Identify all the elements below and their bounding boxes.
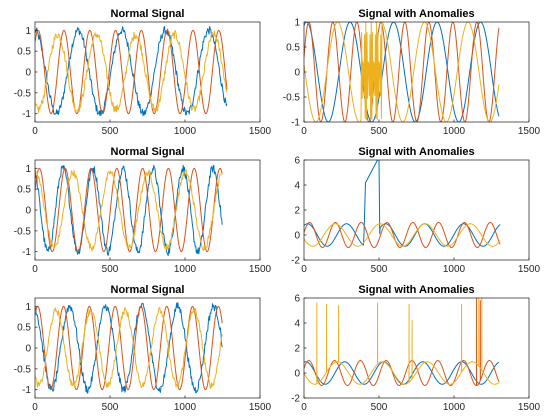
subplot-3-title: Normal Signal bbox=[111, 146, 185, 158]
y-tick-label: 0 bbox=[25, 206, 31, 217]
y-tick-label: 1 bbox=[25, 164, 31, 175]
y-tick-label: -2 bbox=[291, 394, 300, 405]
subplot-2: Signal with Anomalies 0 500 1000 1500 -1 -0.5… bbox=[283, 8, 541, 137]
series-1-line bbox=[35, 26, 228, 117]
x-tick-label: 500 bbox=[102, 402, 119, 413]
subplot-3: Normal Signal 0 500 1000 1500 -1 -0.5 0 0.5 1 bbox=[14, 146, 272, 275]
y-tick-label: 0 bbox=[25, 344, 31, 355]
series-group bbox=[35, 302, 223, 394]
series-3-line bbox=[304, 22, 500, 122]
subplot-1-plot-area: 0 500 1000 1500 -1 -0.5 0 0.5 1 bbox=[14, 21, 272, 137]
series-1-line bbox=[304, 160, 501, 247]
x-tick-label: 0 bbox=[301, 264, 307, 275]
subplot-5-plot-area: 0 500 1000 1500 -1 -0.5 0 0.5 1 bbox=[14, 297, 272, 413]
series-3-line bbox=[304, 223, 501, 247]
x-tick-label: 0 bbox=[32, 402, 38, 413]
y-tick-label: 0 bbox=[294, 68, 300, 79]
x-tick-label: 1500 bbox=[518, 264, 541, 275]
y-tick-label: -1 bbox=[22, 385, 31, 396]
series-group bbox=[304, 22, 500, 122]
subplot-2-title: Signal with Anomalies bbox=[358, 8, 474, 20]
series-1-line bbox=[35, 164, 223, 256]
x-tick-label: 500 bbox=[371, 402, 388, 413]
series-3-line bbox=[35, 30, 228, 113]
y-tick-label: -0.5 bbox=[283, 93, 301, 104]
subplot-5-title: Normal Signal bbox=[111, 284, 185, 296]
y-tick-label: 0 bbox=[25, 68, 31, 79]
x-tick-label: 500 bbox=[371, 264, 388, 275]
series-group bbox=[35, 26, 228, 117]
y-tick-label: 0 bbox=[294, 369, 300, 380]
y-tick-label: 2 bbox=[294, 206, 300, 217]
series-group bbox=[304, 298, 500, 386]
y-tick-label: 1 bbox=[25, 302, 31, 313]
x-tick-label: 1000 bbox=[443, 264, 466, 275]
series-2-line bbox=[35, 29, 228, 115]
series-group bbox=[35, 164, 223, 256]
series-3-line bbox=[35, 307, 223, 389]
y-tick-label: 0 bbox=[294, 231, 300, 242]
series-2-line bbox=[304, 222, 501, 248]
series-2-line bbox=[304, 22, 500, 122]
y-tick-label: -0.5 bbox=[14, 88, 32, 99]
x-tick-label: 1500 bbox=[249, 264, 272, 275]
x-tick-label: 1000 bbox=[174, 126, 197, 137]
series-group bbox=[304, 160, 501, 248]
series-3-line bbox=[35, 169, 223, 252]
y-tick-label: -1 bbox=[291, 118, 300, 129]
x-tick-label: 1000 bbox=[174, 402, 197, 413]
y-tick-label: 6 bbox=[294, 294, 300, 305]
x-tick-label: 0 bbox=[32, 126, 38, 137]
subplot-4-title: Signal with Anomalies bbox=[358, 146, 474, 158]
y-tick-label: 4 bbox=[294, 319, 300, 330]
y-tick-label: -0.5 bbox=[14, 364, 32, 375]
x-tick-label: 0 bbox=[301, 402, 307, 413]
x-tick-label: 1500 bbox=[518, 126, 541, 137]
subplot-1-title: Normal Signal bbox=[111, 8, 185, 20]
series-1-line bbox=[304, 22, 500, 122]
subplot-6-title: Signal with Anomalies bbox=[358, 284, 474, 296]
series-3-line bbox=[304, 298, 500, 385]
y-tick-label: 2 bbox=[294, 344, 300, 355]
x-tick-label: 1500 bbox=[249, 402, 272, 413]
x-tick-label: 1500 bbox=[518, 402, 541, 413]
x-tick-label: 1000 bbox=[443, 402, 466, 413]
x-tick-label: 1000 bbox=[174, 264, 197, 275]
x-tick-label: 0 bbox=[32, 264, 38, 275]
y-tick-label: 0.5 bbox=[17, 323, 31, 334]
subplot-2-plot-area: 0 500 1000 1500 -1 -0.5 0 0.5 1 bbox=[283, 18, 541, 138]
y-tick-label: -1 bbox=[22, 109, 31, 120]
x-tick-label: 500 bbox=[371, 126, 388, 137]
x-tick-label: 500 bbox=[102, 264, 119, 275]
y-tick-label: 6 bbox=[294, 156, 300, 167]
y-tick-label: 0.5 bbox=[17, 47, 31, 58]
subplot-5: Normal Signal 0 500 1000 1500 -1 -0.5 0 0.5 1 bbox=[14, 284, 272, 413]
axes-box bbox=[303, 297, 530, 399]
subplot-3-plot-area: 0 500 1000 1500 -1 -0.5 0 0.5 1 bbox=[14, 159, 272, 275]
y-tick-label: 0.5 bbox=[286, 43, 300, 54]
x-tick-label: 500 bbox=[102, 126, 119, 137]
y-tick-label: -1 bbox=[22, 247, 31, 258]
y-tick-label: 1 bbox=[294, 18, 300, 29]
subplot-1: Normal Signal 0 500 1000 1500 -1 -0.5 0 0.5 1 bbox=[14, 8, 272, 137]
y-tick-label: 1 bbox=[25, 26, 31, 37]
series-2-line bbox=[304, 298, 500, 386]
y-tick-label: 4 bbox=[294, 181, 300, 192]
y-tick-label: 0.5 bbox=[17, 185, 31, 196]
y-tick-label: -0.5 bbox=[14, 226, 32, 237]
x-tick-label: 0 bbox=[301, 126, 307, 137]
series-2-line bbox=[35, 305, 223, 391]
series-2-line bbox=[35, 167, 223, 253]
y-tick-label: -2 bbox=[291, 256, 300, 267]
x-tick-label: 1500 bbox=[249, 126, 272, 137]
x-tick-label: 1000 bbox=[443, 126, 466, 137]
